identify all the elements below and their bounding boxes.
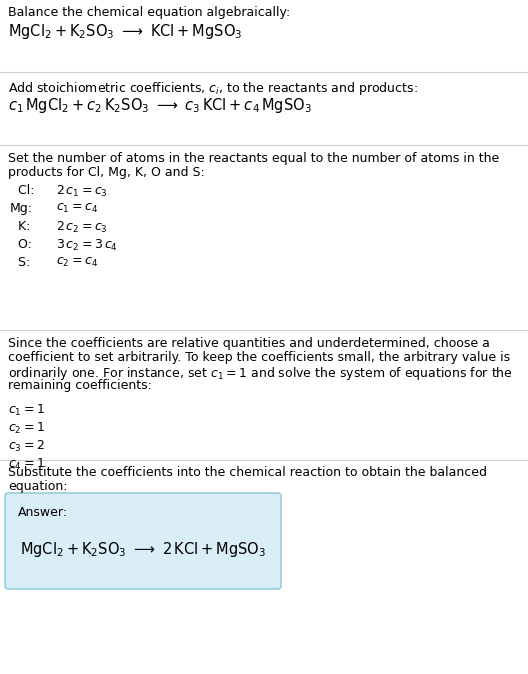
Text: coefficient to set arbitrarily. To keep the coefficients small, the arbitrary va: coefficient to set arbitrarily. To keep … — [8, 351, 510, 364]
Text: O:: O: — [10, 238, 32, 251]
Text: S:: S: — [10, 256, 30, 269]
Text: ordinarily one. For instance, set $c_1 = 1$ and solve the system of equations fo: ordinarily one. For instance, set $c_1 =… — [8, 365, 513, 382]
Text: Balance the chemical equation algebraically:: Balance the chemical equation algebraica… — [8, 6, 290, 19]
Text: $c_2 = c_4$: $c_2 = c_4$ — [56, 256, 98, 269]
Text: Substitute the coefficients into the chemical reaction to obtain the balanced: Substitute the coefficients into the che… — [8, 466, 487, 479]
Text: remaining coefficients:: remaining coefficients: — [8, 379, 152, 392]
Text: $\mathrm{MgCl_2 + K_2SO_3\ \longrightarrow\ 2\,KCl + MgSO_3}$: $\mathrm{MgCl_2 + K_2SO_3\ \longrightarr… — [20, 540, 266, 559]
Text: Add stoichiometric coefficients, $c_i$, to the reactants and products:: Add stoichiometric coefficients, $c_i$, … — [8, 80, 418, 97]
Text: $c_2 = 1$: $c_2 = 1$ — [8, 421, 45, 436]
Text: $2\,c_2 = c_3$: $2\,c_2 = c_3$ — [56, 220, 108, 235]
Text: Since the coefficients are relative quantities and underdetermined, choose a: Since the coefficients are relative quan… — [8, 337, 490, 350]
Text: Mg:: Mg: — [10, 202, 33, 215]
Text: Cl:: Cl: — [10, 184, 34, 197]
Text: $2\,c_1 = c_3$: $2\,c_1 = c_3$ — [56, 184, 108, 199]
Text: $\mathrm{MgCl_2 + K_2SO_3\ \longrightarrow\ KCl + MgSO_3}$: $\mathrm{MgCl_2 + K_2SO_3\ \longrightarr… — [8, 22, 242, 41]
Text: $c_1 = 1$: $c_1 = 1$ — [8, 403, 45, 418]
Text: products for Cl, Mg, K, O and S:: products for Cl, Mg, K, O and S: — [8, 166, 205, 179]
FancyBboxPatch shape — [5, 493, 281, 589]
Text: $c_1\,\mathrm{MgCl_2} + c_2\,\mathrm{K_2SO_3}\ \longrightarrow\ c_3\,\mathrm{KCl: $c_1\,\mathrm{MgCl_2} + c_2\,\mathrm{K_2… — [8, 96, 312, 115]
Text: Answer:: Answer: — [18, 506, 68, 519]
Text: $c_3 = 2$: $c_3 = 2$ — [8, 439, 45, 454]
Text: Set the number of atoms in the reactants equal to the number of atoms in the: Set the number of atoms in the reactants… — [8, 152, 499, 165]
Text: $3\,c_2 = 3\,c_4$: $3\,c_2 = 3\,c_4$ — [56, 238, 118, 253]
Text: $c_1 = c_4$: $c_1 = c_4$ — [56, 202, 98, 215]
Text: K:: K: — [10, 220, 31, 233]
Text: $c_4 = 1$: $c_4 = 1$ — [8, 457, 45, 472]
Text: equation:: equation: — [8, 480, 68, 493]
